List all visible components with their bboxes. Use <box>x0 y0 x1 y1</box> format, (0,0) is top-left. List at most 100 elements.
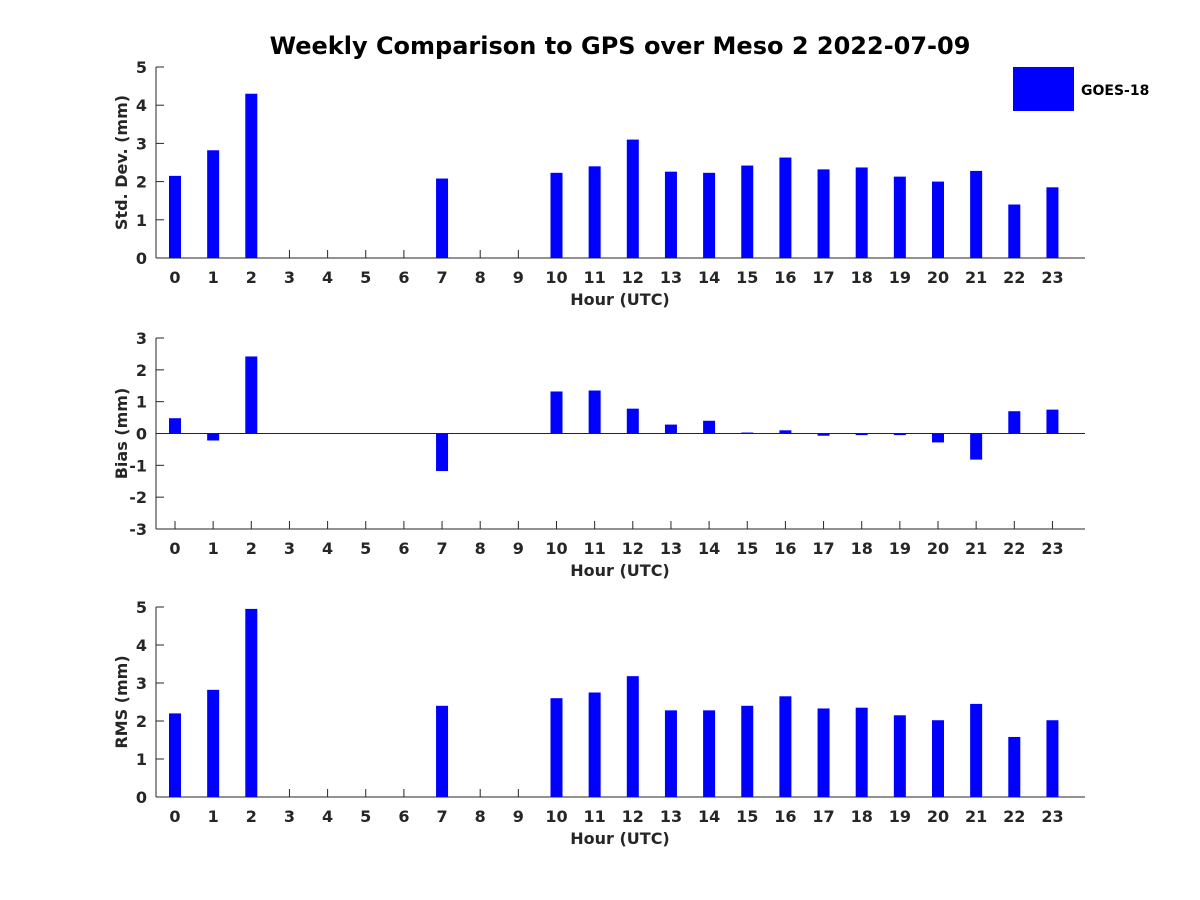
x-tick-label: 13 <box>660 539 682 558</box>
y-axis-label: Bias (mm) <box>112 388 131 480</box>
bar-rms-18 <box>855 707 868 797</box>
bar-bias-15 <box>741 432 754 434</box>
x-tick-label: 4 <box>322 268 333 287</box>
bar-rms-1 <box>207 689 220 797</box>
x-tick-label: 8 <box>475 268 486 287</box>
bar-bias-19 <box>893 433 906 436</box>
bar-std-17 <box>817 169 830 258</box>
bar-bias-23 <box>1046 409 1059 434</box>
x-tick-label: 14 <box>698 539 720 558</box>
x-tick-label: 5 <box>360 807 371 826</box>
bar-rms-21 <box>970 703 983 797</box>
x-tick-label: 18 <box>851 268 873 287</box>
x-tick-label: 12 <box>622 268 644 287</box>
x-tick-label: 2 <box>246 268 257 287</box>
bar-bias-22 <box>1008 411 1021 434</box>
x-tick-label: 13 <box>660 807 682 826</box>
x-tick-label: 13 <box>660 268 682 287</box>
bar-std-2 <box>245 93 258 259</box>
x-tick-label: 6 <box>398 807 409 826</box>
x-tick-label: 3 <box>284 268 295 287</box>
x-tick-label: 6 <box>398 268 409 287</box>
bar-std-12 <box>626 139 639 258</box>
x-tick-label: 15 <box>736 807 758 826</box>
bar-rms-14 <box>703 710 716 797</box>
bar-bias-16 <box>779 430 792 434</box>
x-tick-label: 15 <box>736 539 758 558</box>
x-tick-label: 2 <box>246 539 257 558</box>
x-tick-label: 19 <box>889 539 911 558</box>
bar-bias-2 <box>245 356 258 434</box>
x-tick-label: 16 <box>774 268 796 287</box>
x-tick-label: 0 <box>169 268 180 287</box>
legend: GOES-18 <box>1013 67 1149 111</box>
bar-std-14 <box>703 172 716 258</box>
bar-std-22 <box>1008 204 1021 258</box>
bar-rms-19 <box>893 715 906 797</box>
y-tick-label: 3 <box>136 674 147 693</box>
x-tick-label: 3 <box>284 539 295 558</box>
bar-std-0 <box>169 175 181 258</box>
y-tick-label: 1 <box>136 393 147 412</box>
x-tick-label: 5 <box>360 539 371 558</box>
bar-std-20 <box>932 181 944 258</box>
bar-std-13 <box>664 171 677 258</box>
x-tick-label: 4 <box>322 539 333 558</box>
x-tick-label: 9 <box>513 807 524 826</box>
y-tick-label: 1 <box>136 750 147 769</box>
bar-rms-20 <box>932 720 944 797</box>
bar-rms-17 <box>817 708 830 797</box>
bar-std-23 <box>1046 187 1059 258</box>
x-tick-label: 22 <box>1003 268 1025 287</box>
bar-bias-10 <box>550 391 563 434</box>
y-tick-label: 3 <box>136 134 147 153</box>
x-tick-label: 14 <box>698 807 720 826</box>
x-tick-label: 10 <box>545 539 567 558</box>
x-tick-label: 22 <box>1003 807 1025 826</box>
y-tick-label: 4 <box>136 636 147 655</box>
x-tick-label: 23 <box>1041 268 1063 287</box>
bar-std-16 <box>779 157 792 258</box>
x-tick-label: 8 <box>475 539 486 558</box>
x-tick-label: 10 <box>545 807 567 826</box>
x-axis-label: Hour (UTC) <box>570 290 670 309</box>
x-tick-label: 1 <box>208 807 219 826</box>
y-tick-label: -2 <box>129 488 147 507</box>
bar-rms-22 <box>1008 736 1021 797</box>
bar-bias-1 <box>207 433 220 441</box>
x-tick-label: 1 <box>208 268 219 287</box>
x-tick-label: 20 <box>927 539 949 558</box>
bar-rms-11 <box>588 692 601 797</box>
x-tick-label: 17 <box>812 807 834 826</box>
bar-bias-17 <box>817 433 830 436</box>
bar-std-18 <box>855 167 868 258</box>
bar-std-19 <box>893 176 906 258</box>
x-tick-label: 7 <box>436 539 447 558</box>
x-tick-label: 9 <box>513 539 524 558</box>
x-tick-label: 8 <box>475 807 486 826</box>
x-tick-label: 11 <box>584 807 606 826</box>
x-tick-label: 12 <box>622 807 644 826</box>
y-tick-label: 0 <box>136 425 147 444</box>
y-axis-label: Std. Dev. (mm) <box>112 95 131 230</box>
y-tick-label: 2 <box>136 712 147 731</box>
x-tick-label: 9 <box>513 268 524 287</box>
bar-bias-20 <box>932 433 944 443</box>
x-tick-label: 16 <box>774 807 796 826</box>
bar-rms-13 <box>664 710 677 797</box>
bar-std-11 <box>588 166 601 258</box>
y-tick-label: 1 <box>136 211 147 230</box>
y-tick-label: 2 <box>136 173 147 192</box>
y-tick-label: 3 <box>136 329 147 348</box>
y-tick-label: 5 <box>136 598 147 617</box>
x-tick-label: 10 <box>545 268 567 287</box>
x-tick-label: 1 <box>208 539 219 558</box>
x-tick-label: 2 <box>246 807 257 826</box>
x-tick-label: 20 <box>927 268 949 287</box>
bar-rms-10 <box>550 698 563 797</box>
bar-rms-23 <box>1046 720 1059 797</box>
